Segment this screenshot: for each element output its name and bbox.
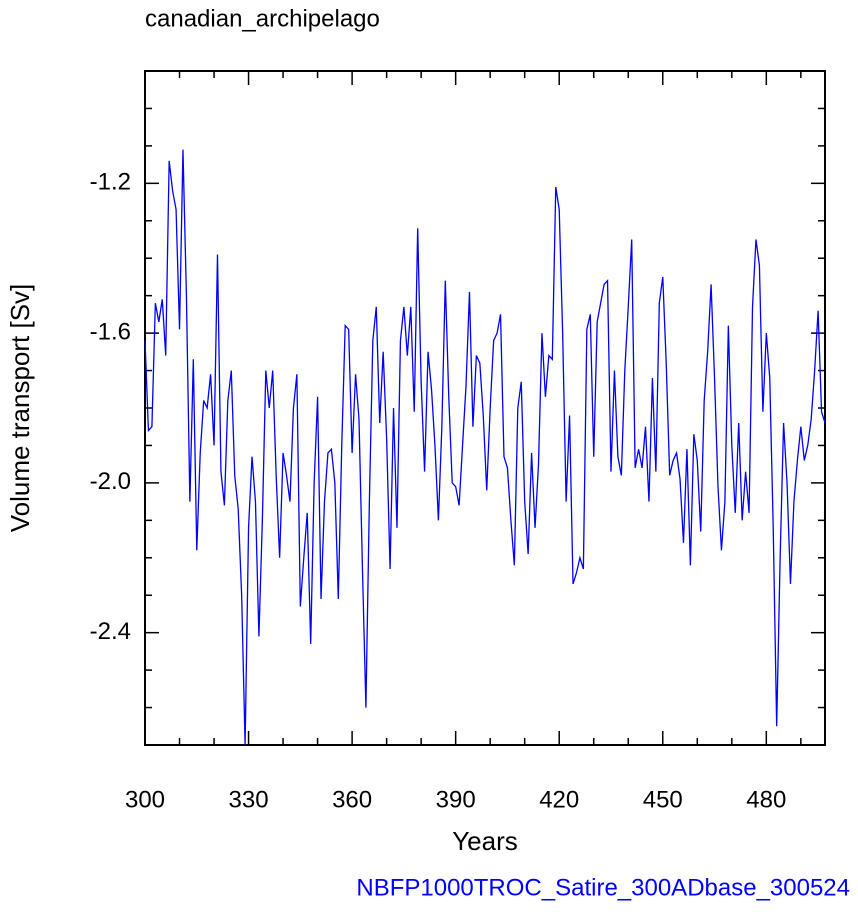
y-axis-label: Volume transport [Sv] <box>5 284 35 533</box>
data-line <box>144 149 826 746</box>
y-tick-label: -1.2 <box>90 169 131 196</box>
x-tick-label: 360 <box>332 786 372 813</box>
x-tick-label: 300 <box>125 786 165 813</box>
y-tick-label: -2.0 <box>90 468 131 495</box>
x-tick-label: 450 <box>643 786 683 813</box>
x-tick-label: 390 <box>436 786 476 813</box>
y-tick-label: -1.6 <box>90 318 131 345</box>
x-tick-label: 480 <box>746 786 786 813</box>
footer: NBFP1000TROC_Satire_300ADbase_300524 <box>356 874 850 901</box>
y-tick-label: -2.4 <box>90 618 131 645</box>
x-tick-label: 420 <box>539 786 579 813</box>
x-tick-label: 330 <box>229 786 269 813</box>
x-axis-label: Years <box>452 826 518 856</box>
chart-title: canadian_archipelago <box>145 5 380 32</box>
